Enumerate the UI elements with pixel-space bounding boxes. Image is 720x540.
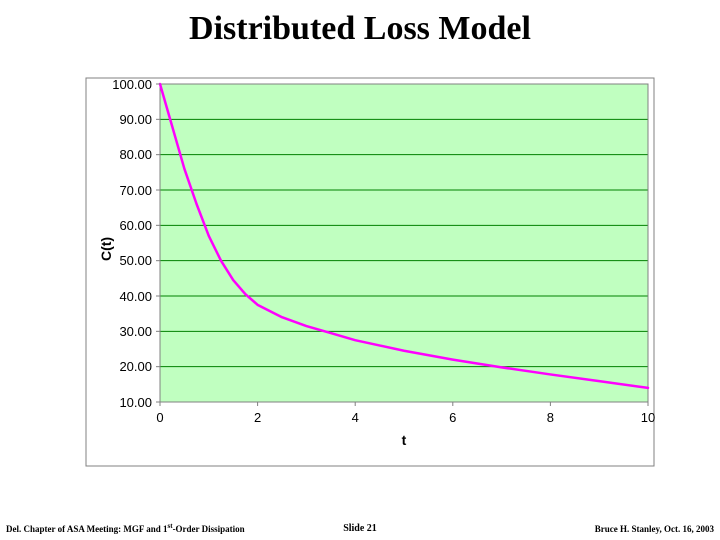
x-tick-label: 4 [345,410,365,425]
x-tick-label: 8 [540,410,560,425]
y-tick-label: 30.00 [119,324,152,339]
x-tick-label: 2 [248,410,268,425]
slide: Distributed Loss Model C(t) t 10.00 20.00… [0,0,720,540]
y-axis-label: C(t) [98,237,114,261]
y-tick-label: 100.00 [112,77,152,92]
chart: C(t) t 10.00 20.00 30.00 40.00 50.00 60.00 70.… [80,72,660,472]
x-axis-label: t [160,432,648,448]
x-tick-label: 0 [150,410,170,425]
x-tick-label: 10 [638,410,658,425]
y-tick-label: 70.00 [119,183,152,198]
y-tick-label: 20.00 [119,359,152,374]
y-tick-label: 50.00 [119,253,152,268]
footer-right: Bruce H. Stanley, Oct. 16, 2003 [595,524,714,534]
y-tick-label: 10.00 [119,395,152,410]
x-tick-label: 6 [443,410,463,425]
footer: Del. Chapter of ASA Meeting: MGF and 1st… [0,516,720,534]
y-tick-label: 60.00 [119,218,152,233]
y-tick-label: 80.00 [119,147,152,162]
page-title: Distributed Loss Model [0,10,720,48]
title-text: Distributed Loss Model [189,10,531,47]
y-tick-label: 90.00 [119,112,152,127]
y-tick-label: 40.00 [119,289,152,304]
